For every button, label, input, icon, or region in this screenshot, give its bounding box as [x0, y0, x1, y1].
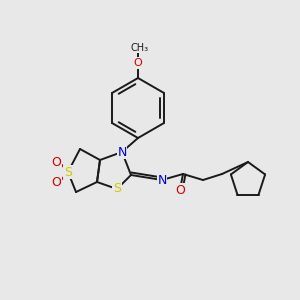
Text: CH₃: CH₃ — [131, 43, 149, 53]
Text: O: O — [51, 176, 61, 188]
Text: S: S — [113, 182, 121, 196]
Text: O: O — [51, 155, 61, 169]
Text: N: N — [117, 146, 127, 158]
Text: O: O — [134, 58, 142, 68]
Text: S: S — [64, 166, 72, 178]
Text: N: N — [157, 173, 167, 187]
Text: O: O — [175, 184, 185, 196]
